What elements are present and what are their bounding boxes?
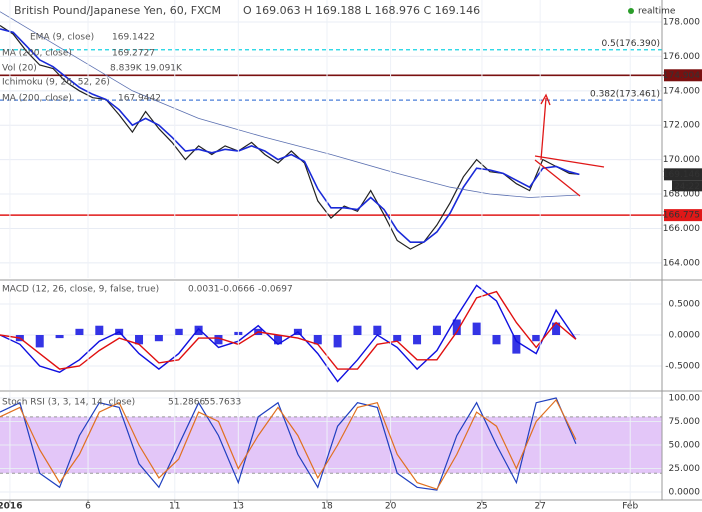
x-tick-label: 13 xyxy=(233,502,244,512)
y-tick-label: 100.00 xyxy=(669,394,701,404)
macd-hist-value: 0.0031 xyxy=(188,285,220,295)
histogram-bar xyxy=(75,328,84,336)
last-price-tag xyxy=(664,168,702,181)
arrow-head xyxy=(540,93,551,106)
x-tick-label: 18 xyxy=(321,502,333,512)
y-tick-label: 75.000 xyxy=(669,417,701,427)
macd-title: MACD (12, 26, close, 9, false, true) xyxy=(2,285,159,295)
wedge-line xyxy=(534,155,605,168)
histogram-bar xyxy=(174,328,183,336)
stoch-k-value: 51.2866 xyxy=(168,398,205,408)
legend-value: 167.9442 xyxy=(118,94,161,104)
series-line xyxy=(0,290,577,370)
x-tick-label: 25 xyxy=(476,502,487,512)
y-tick-label: 50.000 xyxy=(669,441,701,451)
annotation xyxy=(534,93,605,197)
signal-value: -0.0697 xyxy=(258,285,293,295)
series-line xyxy=(0,11,580,198)
x-tick-label: 2016 xyxy=(0,502,22,512)
wedge-line xyxy=(534,159,581,197)
y-tick-label: 172.000 xyxy=(663,121,700,131)
histogram-bar xyxy=(532,335,541,342)
histogram-bar xyxy=(55,335,64,339)
histogram-bar xyxy=(313,335,322,345)
histogram-bar xyxy=(432,325,441,336)
histogram-bar xyxy=(194,325,203,336)
y-tick-label: 166.000 xyxy=(663,224,700,234)
level-label: 166.775 xyxy=(663,211,700,221)
series-line xyxy=(0,397,577,491)
histogram-bar xyxy=(552,322,561,336)
histogram-bar xyxy=(333,335,342,348)
legend-value: 169.1422 xyxy=(112,33,155,43)
histogram-bar xyxy=(472,322,481,336)
y-tick-label: 176.000 xyxy=(663,52,700,62)
series-line xyxy=(0,24,580,250)
y-tick-label: 0.0000 xyxy=(669,331,701,341)
histogram-bar xyxy=(95,325,104,336)
ohlc: O 169.063 H 169.188 L 168.976 C 169.146 xyxy=(243,4,480,17)
y-tick-label: 170.000 xyxy=(663,155,700,165)
last-price-label: 169.146 xyxy=(663,170,700,180)
y-tick-label: 0.0000 xyxy=(669,488,701,498)
y-tick-label: 168.000 xyxy=(663,190,700,200)
countdown-tag xyxy=(672,180,702,192)
histogram-bar xyxy=(452,319,461,336)
series-line xyxy=(0,28,580,243)
x-tick-label: 20 xyxy=(385,502,397,512)
histogram-bar xyxy=(512,335,521,354)
y-tick-label: 25.000 xyxy=(669,464,701,474)
histogram-bar xyxy=(353,325,362,336)
histogram-bar xyxy=(413,335,422,345)
histogram-bar xyxy=(154,335,163,342)
x-tick-label: 11 xyxy=(169,502,180,512)
status: realtime xyxy=(638,7,676,17)
y-tick-label: 178.000 xyxy=(663,18,700,28)
series-line xyxy=(0,398,577,490)
level-tag xyxy=(664,209,702,222)
legend-label: Ichimoku (9, 26, 52, 26) xyxy=(2,78,110,88)
histogram-bar xyxy=(373,325,382,336)
y-tick-label: 174.000 xyxy=(663,86,700,96)
stoch-d-value: 55.7633 xyxy=(204,398,241,408)
macd-value: -0.0666 xyxy=(220,285,255,295)
legend-label: EMA (9, close) xyxy=(30,33,94,43)
series-line xyxy=(0,284,577,383)
stoch-title: Stoch RSI (3, 3, 14, 14, close) xyxy=(2,398,135,408)
status-dot xyxy=(628,8,634,14)
legend-value: 169.2727 xyxy=(112,49,155,59)
chart-title: British Pound/Japanese Yen, 60, FXCM xyxy=(14,4,221,17)
x-tick-label: 27 xyxy=(534,502,545,512)
level-label: 174.904 xyxy=(663,71,700,81)
arrow-shaft xyxy=(540,97,547,161)
histogram-bar xyxy=(492,335,501,345)
y-tick-label: 164.000 xyxy=(663,258,700,268)
histogram-bar xyxy=(393,335,402,342)
countdown-label: 24:22 xyxy=(674,182,700,192)
level-tag xyxy=(664,69,702,82)
legend-label: MA (200, close) xyxy=(2,49,72,59)
histogram-bar xyxy=(35,335,44,348)
legend-label: Vol (20) xyxy=(2,64,37,74)
histogram-bar xyxy=(214,335,223,345)
y-tick-label: 0.5000 xyxy=(669,300,701,310)
legend-label: MA (200, close) xyxy=(2,94,72,104)
legend-value: 8.839K 19.091K xyxy=(110,64,183,74)
histogram-bar xyxy=(274,335,283,345)
histogram-bar xyxy=(135,335,144,345)
y-tick-label: -0.5000 xyxy=(665,362,700,372)
x-tick-label: 6 xyxy=(85,502,91,512)
x-tick-label: Feb xyxy=(622,502,638,512)
level-label: 0.382(173.461) xyxy=(590,90,660,100)
